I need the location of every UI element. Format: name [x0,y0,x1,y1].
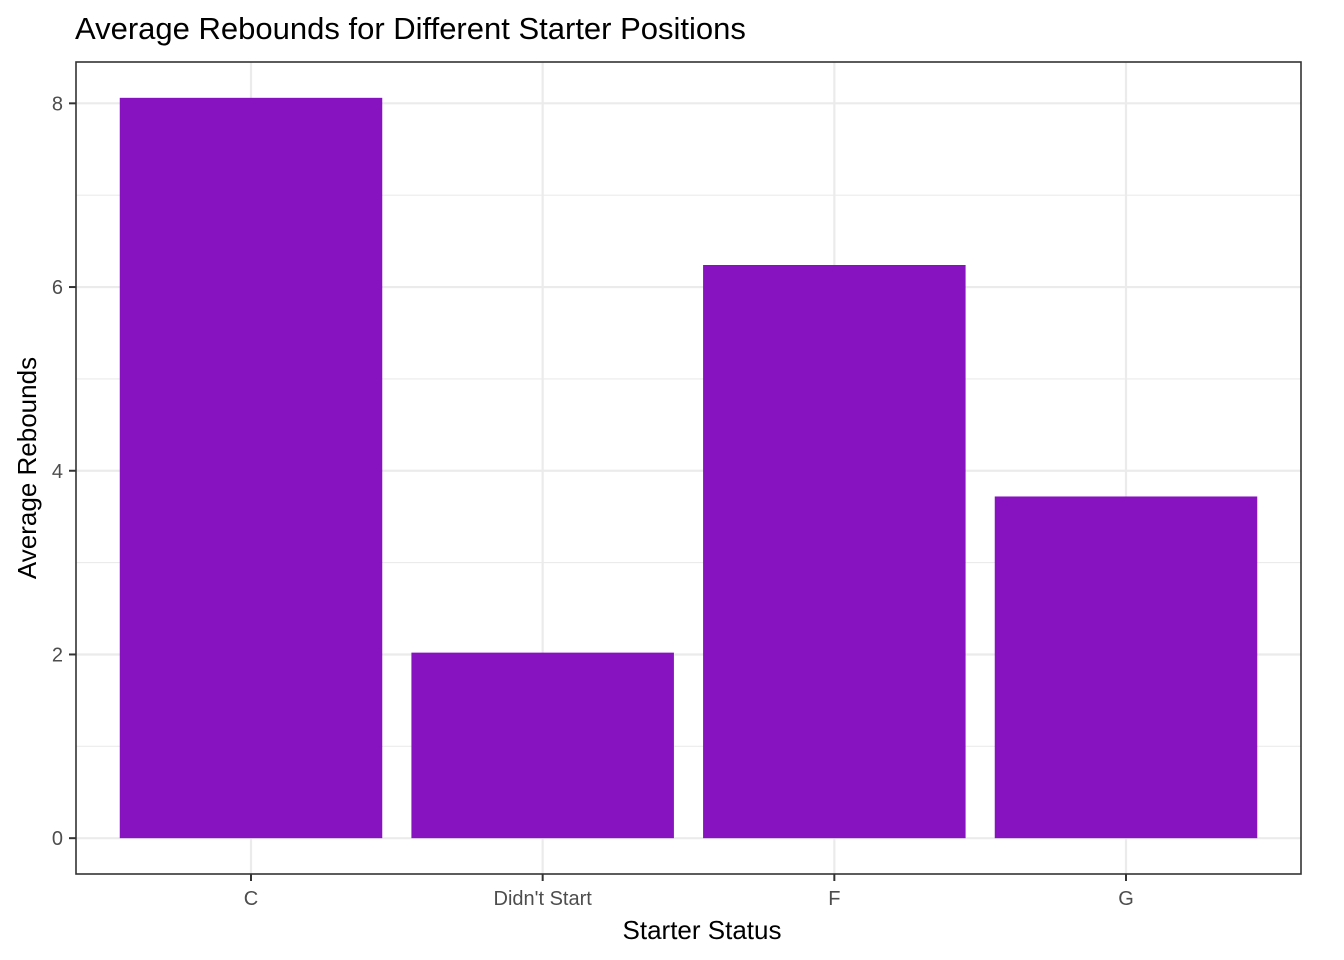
x-axis: C Didn't Start F G [244,874,1134,910]
panel-border [75,61,1302,875]
bar-didn-t-start [411,652,674,839]
y-axis: 0 2 4 6 8 [52,93,76,850]
x-tick-label: G [1118,888,1134,910]
y-tick-label: 2 [52,644,63,666]
bar-c [119,97,383,839]
bar-f [703,265,966,839]
y-tick-label: 0 [52,828,63,850]
x-axis-title: Starter Status [623,915,782,945]
bars [119,97,1258,839]
y-tick-label: 6 [52,277,63,299]
x-tick-label: C [244,888,258,910]
plot-panel [75,61,1302,875]
bar-g [994,496,1258,839]
y-axis-title: Average Rebounds [12,357,42,579]
y-tick-label: 8 [52,93,63,115]
y-tick-label: 4 [52,461,63,483]
x-tick-label: F [828,888,840,910]
chart-title: Average Rebounds for Different Starter P… [75,11,746,46]
x-tick-label: Didn't Start [494,888,593,910]
